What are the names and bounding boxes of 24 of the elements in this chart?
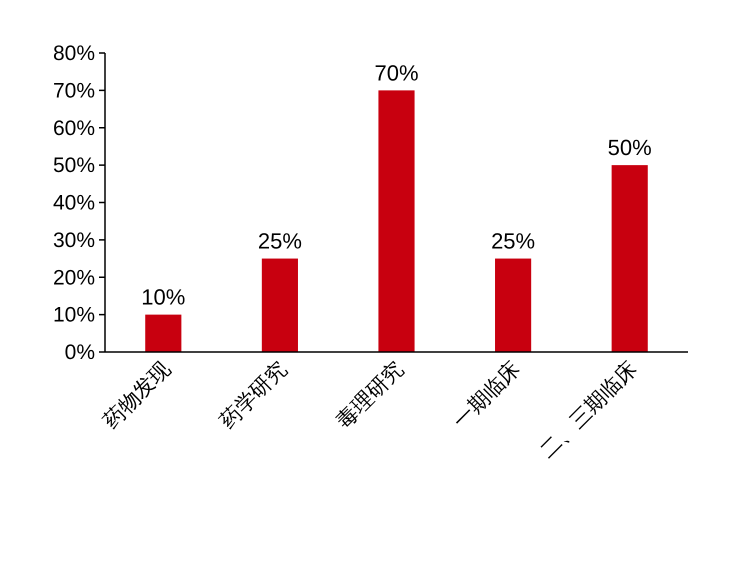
bar xyxy=(495,258,532,352)
y-tick-label: 70% xyxy=(52,79,95,102)
y-tick-label: 80% xyxy=(52,42,95,65)
y-tick-label: 60% xyxy=(52,116,95,140)
y-tick-label: 50% xyxy=(52,154,95,178)
y-tick-label: 0% xyxy=(64,341,95,364)
x-tick-label: 药物发现 xyxy=(99,357,175,433)
data-label: 25% xyxy=(258,228,302,254)
data-label: 50% xyxy=(608,135,652,160)
y-tick-label: 10% xyxy=(52,304,95,327)
data-label: 10% xyxy=(141,284,186,310)
x-tick-label: 二、三期临床 xyxy=(536,357,642,463)
bar xyxy=(262,258,298,352)
data-label: 70% xyxy=(374,60,419,86)
bar xyxy=(378,90,415,352)
bar xyxy=(145,314,182,352)
x-tick-label: 药学研究 xyxy=(216,357,292,433)
x-tick-label: 毒理研究 xyxy=(332,357,408,433)
x-tick-label: 一期临床 xyxy=(448,357,525,433)
data-label: 25% xyxy=(491,228,536,254)
y-tick-label: 30% xyxy=(52,228,95,252)
y-tick-label: 20% xyxy=(52,266,95,290)
bar xyxy=(612,165,648,352)
y-tick-label: 40% xyxy=(52,192,95,214)
